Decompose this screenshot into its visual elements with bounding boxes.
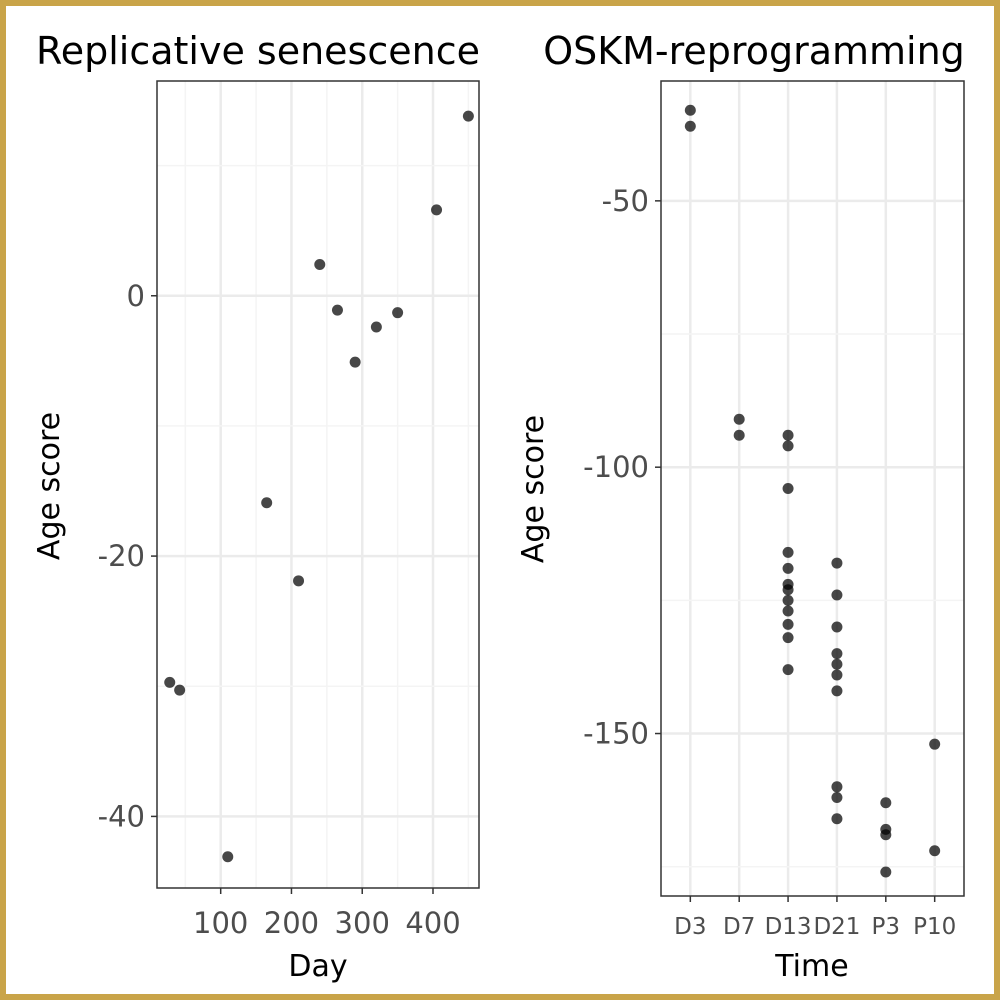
x-axis-title: Time — [774, 949, 848, 984]
x-tick-label: P10 — [913, 914, 956, 940]
data-point — [462, 110, 474, 122]
tick-marks: 100 200 300 400 -40 -20 0 — [98, 279, 461, 940]
data-point — [929, 738, 941, 750]
data-point — [782, 429, 794, 441]
gridlines — [661, 81, 964, 896]
data-point — [782, 632, 794, 644]
x-tick-label: D21 — [813, 914, 860, 940]
data-point — [831, 669, 843, 681]
data-point — [831, 589, 843, 601]
data-point — [174, 684, 186, 696]
data-point — [782, 594, 794, 606]
x-tick-label: D3 — [674, 914, 706, 940]
data-points — [684, 104, 941, 878]
data-point — [831, 621, 843, 633]
data-point — [782, 546, 794, 558]
panel-oskm-reprogramming: OSKM-reprogramming D3 D7 D13 D21 P3 P10 -150 -1… — [516, 29, 965, 984]
data-point — [782, 483, 794, 494]
plot-border — [156, 80, 480, 889]
data-point — [684, 104, 696, 116]
x-tick-label: 100 — [193, 906, 248, 940]
data-point — [831, 685, 843, 697]
data-point — [370, 321, 382, 333]
x-tick-label: D13 — [765, 914, 812, 940]
data-point — [733, 429, 745, 441]
y-axis-title: Age score — [32, 412, 67, 560]
data-point — [929, 845, 941, 857]
data-point — [831, 781, 843, 793]
tick-marks: D3 D7 D13 D21 P3 P10 -150 -100 -50 — [583, 184, 956, 940]
data-point — [164, 676, 176, 688]
data-point — [831, 658, 843, 670]
data-point — [684, 120, 696, 132]
data-point — [880, 866, 892, 878]
y-tick-label: 0 — [127, 279, 145, 313]
data-point — [782, 440, 794, 452]
data-point — [782, 618, 794, 630]
y-tick-label: -20 — [98, 539, 145, 573]
data-point — [782, 584, 794, 596]
x-tick-label: 300 — [335, 906, 390, 940]
panel-replicative-senescence: Replicative senescence 100 200 300 400 -40 -2… — [32, 29, 480, 984]
data-point — [880, 829, 892, 841]
data-point — [222, 851, 234, 863]
x-tick-label: D7 — [723, 914, 755, 940]
data-point — [733, 413, 745, 425]
data-point — [293, 575, 305, 587]
data-point — [431, 204, 443, 216]
data-point — [349, 356, 361, 368]
data-point — [261, 497, 273, 509]
data-points — [164, 110, 474, 863]
data-point — [831, 557, 843, 569]
plot-border — [660, 80, 965, 897]
data-point — [831, 813, 843, 825]
data-point — [782, 562, 794, 574]
data-point — [831, 648, 843, 660]
data-point — [331, 304, 343, 316]
y-axis-title: Age score — [516, 415, 551, 563]
y-tick-label: -50 — [602, 184, 649, 218]
y-tick-label: -150 — [583, 717, 649, 751]
data-point — [782, 664, 794, 676]
x-tick-label: P3 — [872, 914, 901, 940]
y-tick-label: -40 — [98, 799, 145, 833]
y-tick-label: -100 — [583, 450, 649, 484]
data-point — [880, 797, 892, 809]
chart-title: OSKM-reprogramming — [543, 29, 965, 73]
data-point — [782, 605, 794, 617]
data-point — [314, 259, 326, 271]
x-tick-label: 400 — [405, 906, 460, 940]
gridlines — [157, 81, 479, 888]
x-axis-title: Day — [288, 949, 347, 984]
data-point — [392, 307, 404, 319]
x-tick-label: 200 — [264, 906, 319, 940]
chart-title: Replicative senescence — [36, 29, 480, 73]
data-point — [831, 791, 843, 803]
